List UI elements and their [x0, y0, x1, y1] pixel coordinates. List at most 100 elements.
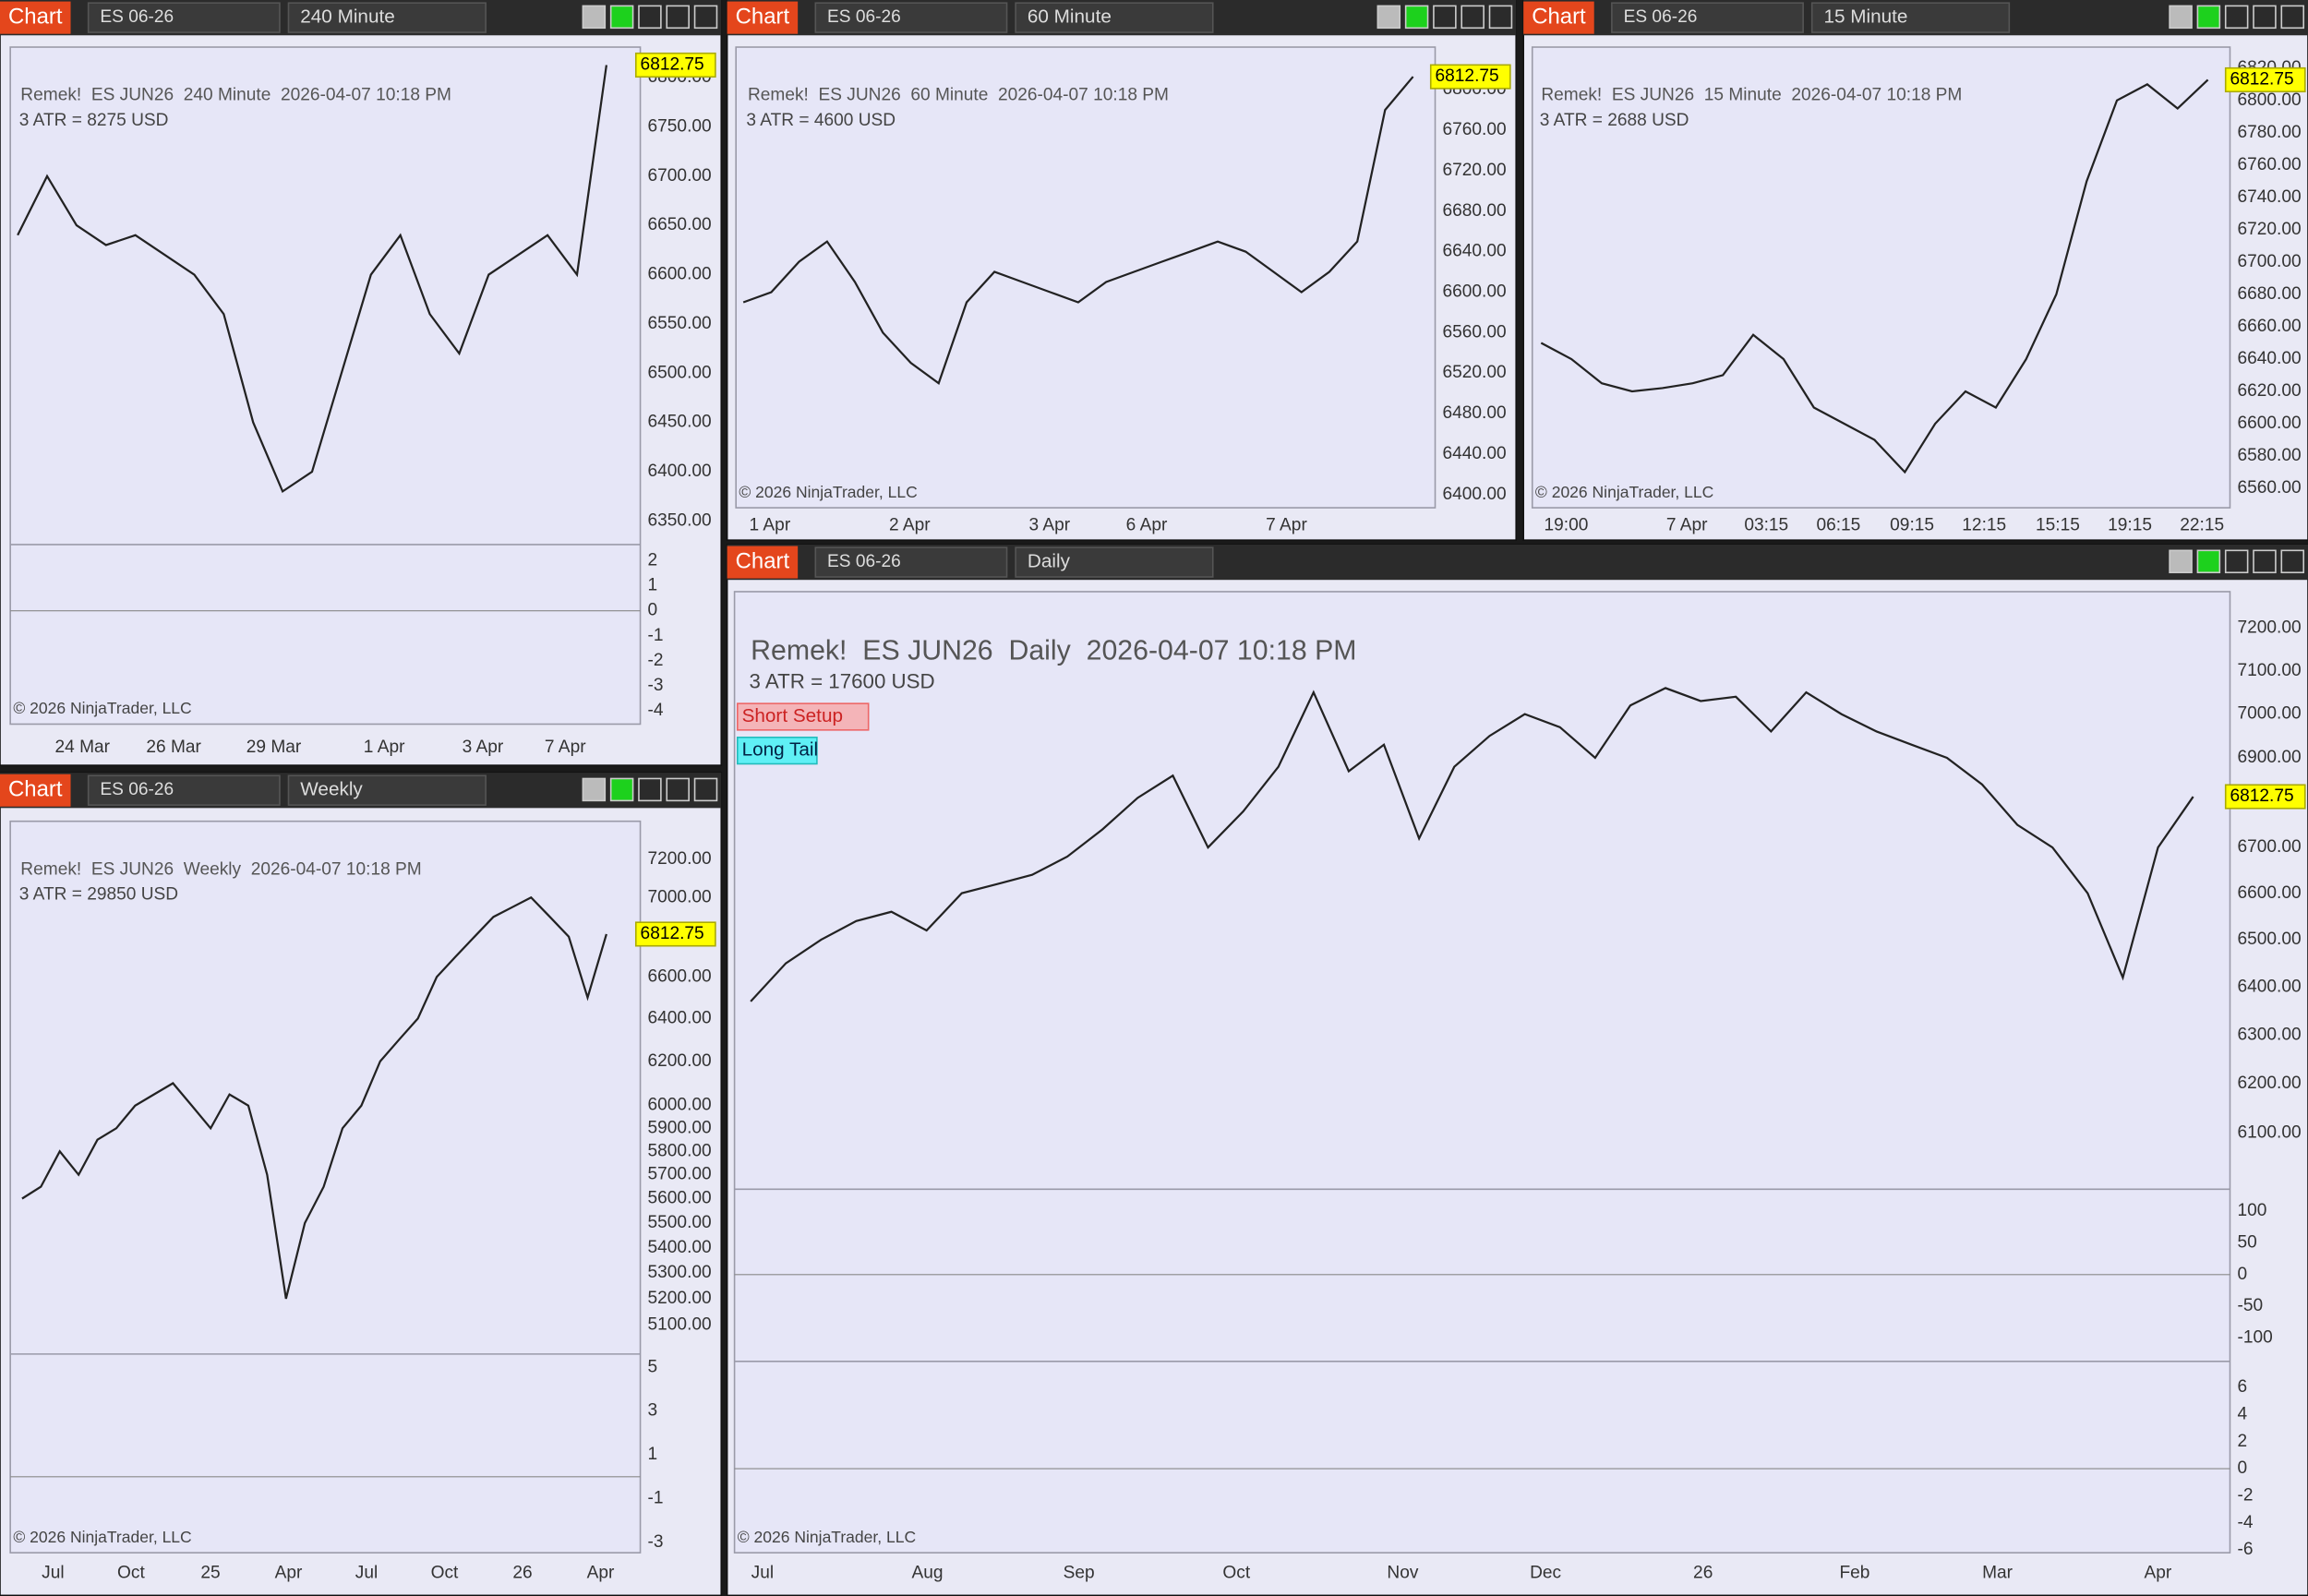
- osc-tick-label: -2: [648, 651, 664, 670]
- window-button[interactable]: [1461, 5, 1485, 30]
- time-label: 1 Apr: [364, 738, 405, 757]
- price-label-box: [2224, 66, 2306, 93]
- window-button[interactable]: [609, 777, 634, 802]
- instrument-select[interactable]: [1611, 2, 1804, 33]
- price-tick-label: 6760.00: [1443, 120, 1507, 139]
- chart-tab[interactable]: [727, 1, 799, 34]
- atr: 3 ATR = 4600 USD: [746, 111, 896, 130]
- osc-tick-label: -3: [648, 1532, 664, 1552]
- price-line: [17, 65, 607, 494]
- window-button[interactable]: [2196, 549, 2221, 574]
- price-tick-label: 6500.00: [648, 363, 712, 382]
- price-label: 6812.75: [641, 924, 704, 943]
- chart-tab-label: Chart: [736, 548, 790, 573]
- window-button[interactable]: [2196, 5, 2221, 30]
- price-tick-label: 6600.00: [2237, 414, 2301, 433]
- interval-select[interactable]: [1810, 2, 2011, 33]
- price-tick-label: 6400.00: [2237, 977, 2301, 996]
- window-button[interactable]: [666, 777, 690, 802]
- window-button[interactable]: [693, 777, 718, 802]
- time-label: Jul: [751, 1563, 774, 1582]
- chart-tab[interactable]: [0, 1, 71, 34]
- price-tick-label: 6200.00: [648, 1051, 712, 1071]
- time-label: Feb: [1839, 1563, 1869, 1582]
- plot-area: [9, 820, 642, 1554]
- osc-tick-label: 50: [2237, 1232, 2256, 1252]
- price-tick-label: 6600.00: [2237, 883, 2301, 903]
- interval: 60 Minute: [1028, 6, 1112, 28]
- atr: 3 ATR = 2688 USD: [1540, 111, 1689, 130]
- plot-area: [9, 46, 642, 726]
- window-button[interactable]: [2280, 549, 2305, 574]
- price-line: [750, 687, 2194, 1002]
- chart-tab[interactable]: [727, 546, 799, 579]
- price-tick-label: 6720.00: [1443, 161, 1507, 180]
- time-label: 12:15: [1962, 515, 2006, 534]
- price-label: 6812.75: [2230, 786, 2293, 806]
- window-button[interactable]: [638, 777, 662, 802]
- price-tick-label: 6200.00: [2237, 1074, 2301, 1093]
- time-label: Nov: [1387, 1563, 1418, 1582]
- price-tick-label: 6600.00: [648, 265, 712, 284]
- window-button[interactable]: [1488, 5, 1513, 30]
- osc-tick-label: 100: [2237, 1201, 2266, 1220]
- window-button[interactable]: [1433, 5, 1457, 30]
- time-label: Mar: [1982, 1563, 2013, 1582]
- price-tick-label: 7000.00: [2237, 704, 2301, 724]
- window-button[interactable]: [2280, 5, 2305, 30]
- instrument-select[interactable]: [814, 546, 1008, 578]
- osc-tick-label: -1: [648, 1489, 664, 1508]
- window-button[interactable]: [638, 5, 662, 30]
- osc-tick-label: -1: [648, 626, 664, 645]
- interval-select[interactable]: [287, 774, 487, 806]
- tag-label: Long Tail: [742, 739, 819, 761]
- price-line: [1540, 78, 2209, 474]
- window-button[interactable]: [2253, 549, 2277, 574]
- price-tick-label: 6700.00: [2237, 837, 2301, 857]
- interval: Weekly: [300, 779, 363, 800]
- window-button[interactable]: [582, 5, 607, 30]
- chart-tab[interactable]: [0, 774, 71, 807]
- window-button[interactable]: [2253, 5, 2277, 30]
- plot-area: [733, 591, 2231, 1554]
- window-button[interactable]: [1404, 5, 1429, 30]
- window-button[interactable]: [666, 5, 690, 30]
- price-tick-label: 6740.00: [2237, 187, 2301, 207]
- price-tick-label: 5100.00: [648, 1314, 712, 1334]
- time-label: 7 Apr: [545, 738, 586, 757]
- price-tick-label: 6650.00: [648, 215, 712, 234]
- price-tick-label: 6780.00: [2237, 123, 2301, 142]
- window-button[interactable]: [693, 5, 718, 30]
- interval-select[interactable]: [1015, 2, 1214, 33]
- instrument-select[interactable]: [87, 2, 281, 33]
- interval-select[interactable]: [1015, 546, 1214, 578]
- price-line: [742, 76, 1414, 385]
- chart-tab-label: Chart: [8, 777, 63, 802]
- window-button[interactable]: [582, 777, 607, 802]
- interval-select[interactable]: [287, 2, 487, 33]
- window-button[interactable]: [1376, 5, 1401, 30]
- window-button[interactable]: [2169, 5, 2193, 30]
- window-button[interactable]: [2224, 549, 2249, 574]
- price-tick-label: 6900.00: [2237, 748, 2301, 767]
- price-tick-label: 6520.00: [1443, 363, 1507, 382]
- copyright: © 2026 NinjaTrader, LLC: [1535, 483, 1713, 501]
- price-label: 6812.75: [641, 55, 704, 75]
- price-tick-label: 6800.00: [2237, 90, 2301, 110]
- instrument-select[interactable]: [814, 2, 1008, 33]
- chart-tab[interactable]: [1523, 1, 1594, 34]
- atr: 3 ATR = 8275 USD: [19, 111, 169, 130]
- time-label: 19:15: [2108, 515, 2152, 534]
- window-button[interactable]: [2169, 549, 2193, 574]
- price-tick-label: 5800.00: [648, 1141, 712, 1160]
- osc-tick-label: -3: [648, 676, 664, 695]
- time-label: Oct: [117, 1563, 145, 1582]
- window-button[interactable]: [2224, 5, 2249, 30]
- osc-tick-label: 6: [2237, 1377, 2247, 1397]
- instrument-select[interactable]: [87, 774, 281, 806]
- copyright: © 2026 NinjaTrader, LLC: [739, 483, 917, 501]
- time-label: 09:15: [1890, 515, 1934, 534]
- window-button[interactable]: [609, 5, 634, 30]
- price-tick-label: 5400.00: [648, 1238, 712, 1257]
- tag: [736, 702, 870, 731]
